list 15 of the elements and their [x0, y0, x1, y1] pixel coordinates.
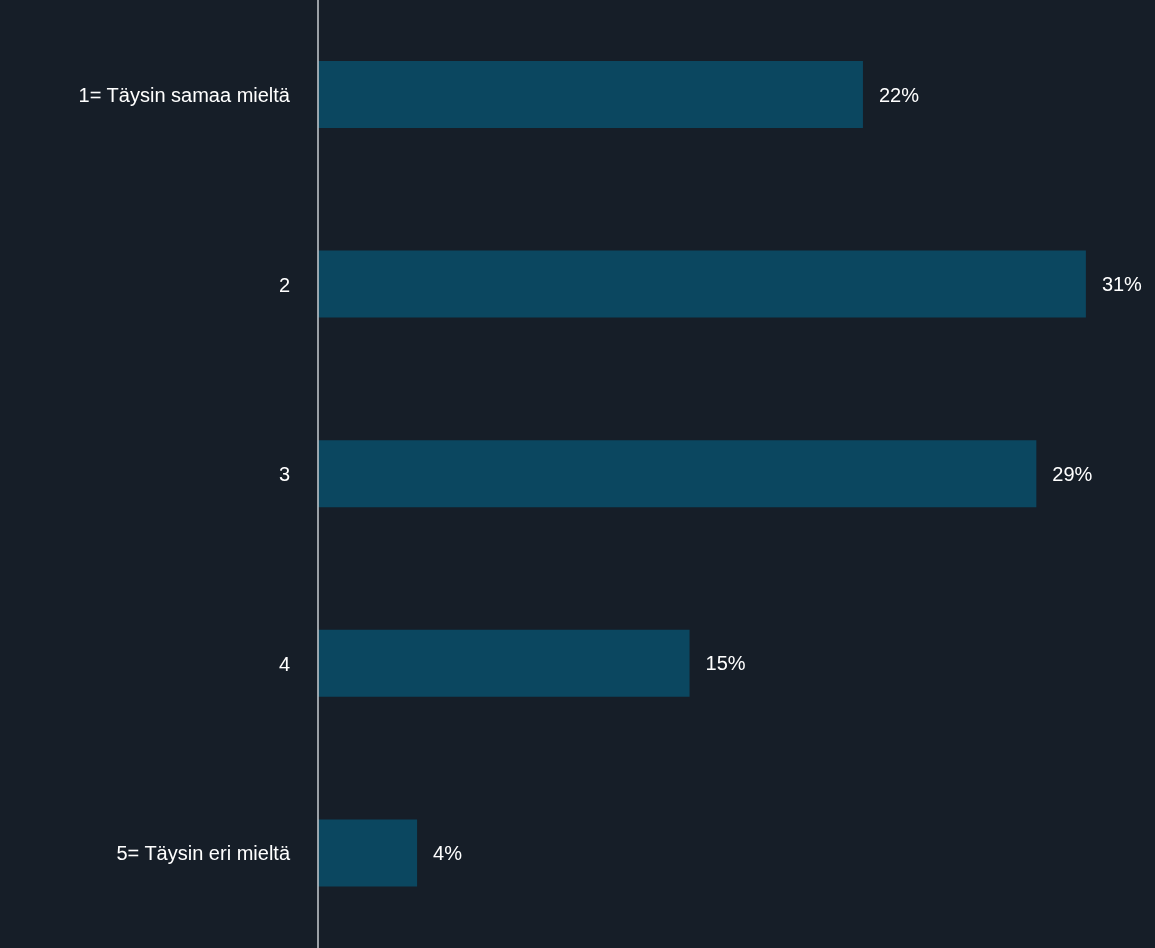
data-label: 22% [878, 83, 920, 106]
data-label: 31% [1101, 273, 1143, 296]
y-tick-label: 1= Täysin samaa mieltä [78, 83, 291, 106]
data-label: 4% [433, 842, 463, 864]
bar [318, 819, 418, 887]
y-tick-label: 2 [278, 273, 290, 296]
bar [318, 629, 690, 697]
y-tick-label: 4 [278, 652, 290, 675]
data-label: 29% [1052, 462, 1093, 485]
y-tick-label: 3 [278, 463, 290, 486]
y-tick-label: 5= Täysin eri mieltä [116, 842, 291, 865]
bar [318, 250, 1086, 318]
bar [318, 440, 1037, 508]
data-label: 15% [705, 652, 746, 675]
bar [318, 61, 863, 128]
